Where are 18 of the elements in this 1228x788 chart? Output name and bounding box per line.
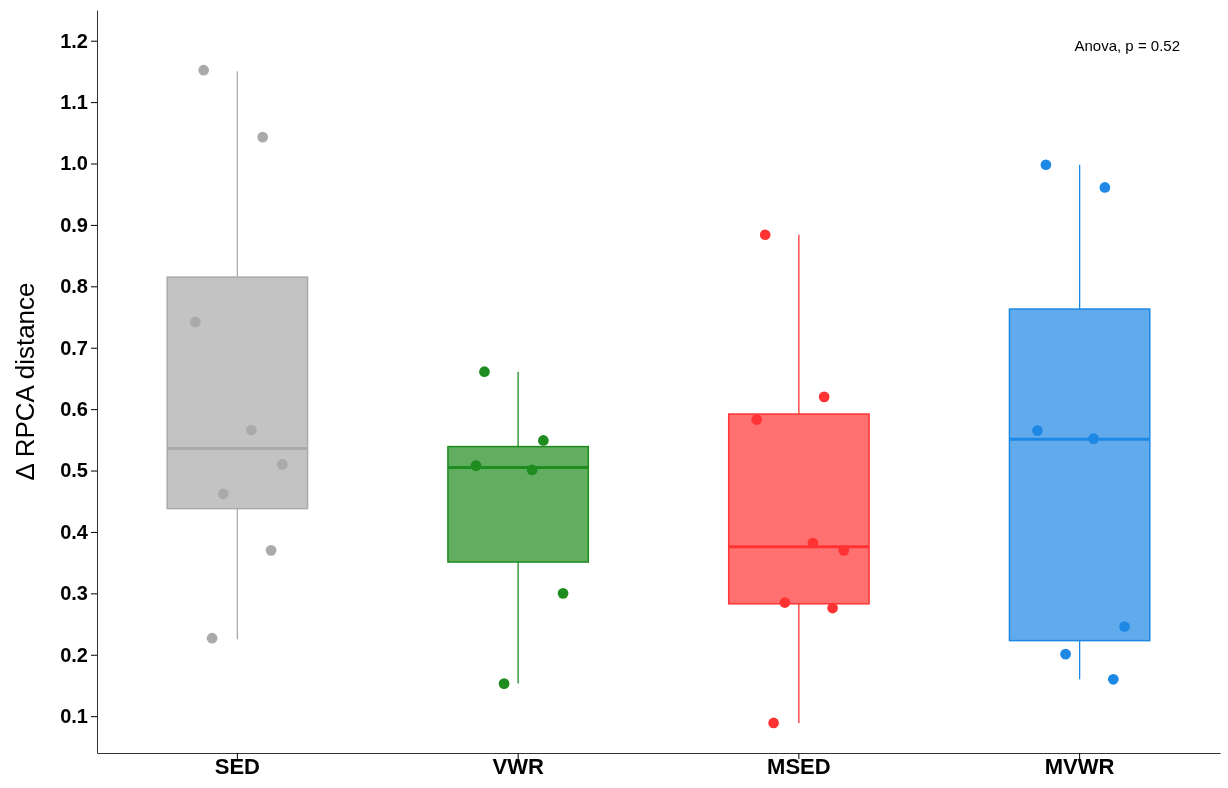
y-tick-label: 0.5 <box>60 459 88 482</box>
y-tick-label: 1.2 <box>60 29 88 52</box>
y-tick-label: 0.9 <box>60 213 88 236</box>
y-tick-label: 0.2 <box>60 643 88 666</box>
y-tick-label: 1.1 <box>60 91 88 114</box>
x-tick-label: MSED <box>767 754 831 780</box>
y-axis-title: Δ RPCA distance <box>10 282 40 481</box>
annotation: Anova, p = 0.52 <box>1074 37 1180 54</box>
y-tick-label: 0.8 <box>60 275 88 298</box>
y-tick-label: 0.6 <box>60 398 88 421</box>
x-tick-label: SED <box>214 754 260 780</box>
x-tick-label: VWR <box>492 754 544 780</box>
y-tick-label: 1.0 <box>60 152 88 175</box>
y-tick-label: 0.1 <box>60 705 88 728</box>
y-tick-label: 0.7 <box>60 336 88 359</box>
y-tick-label: 0.4 <box>60 520 89 543</box>
y-tick-label: 0.3 <box>60 582 88 605</box>
x-tick-label: MVWR <box>1044 754 1115 780</box>
